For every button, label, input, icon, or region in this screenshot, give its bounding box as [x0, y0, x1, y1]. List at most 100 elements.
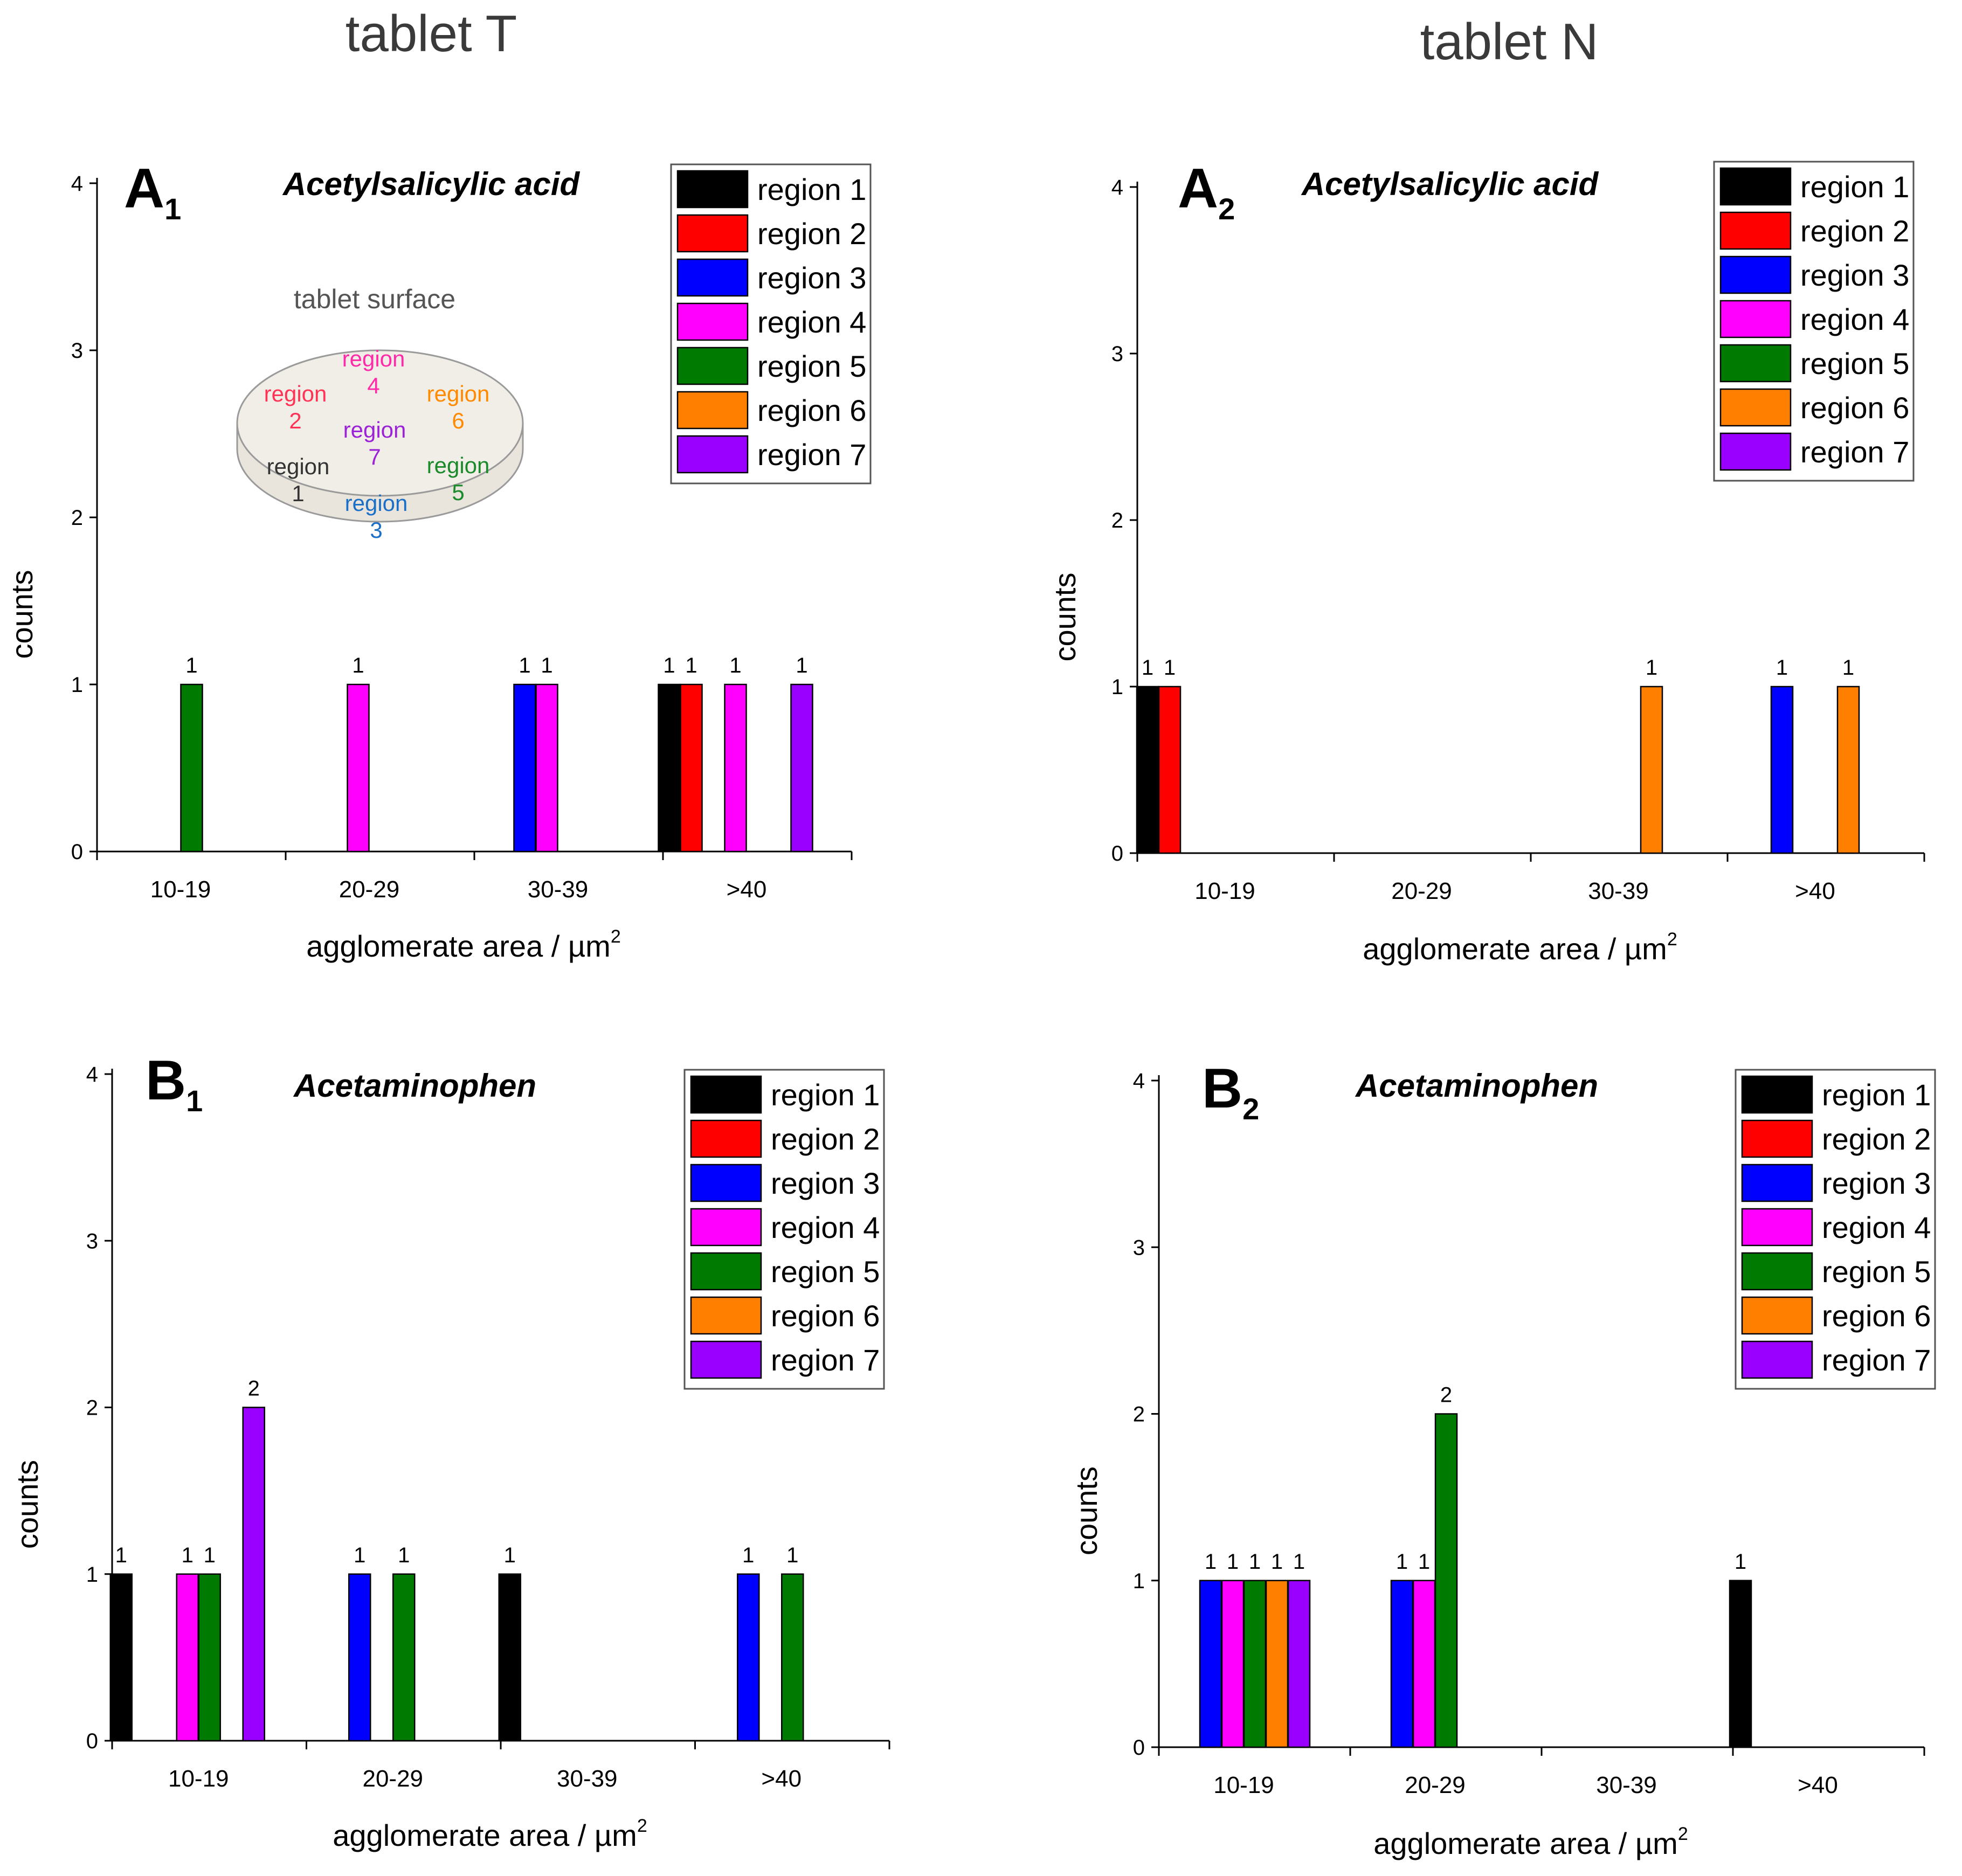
inset-region-word: region	[427, 453, 490, 478]
bar-region-3-10-19	[1199, 1580, 1222, 1748]
legend-swatch-region-5	[690, 1252, 762, 1291]
bar-region-4-20-29	[1412, 1580, 1436, 1748]
x-tick-label: 20-29	[362, 1766, 423, 1792]
bar-region-7-gt40	[790, 683, 813, 853]
bar-region-5-gt40	[781, 1573, 804, 1742]
legend-label: region 3	[757, 261, 866, 295]
legend-swatch-region-5	[1741, 1252, 1813, 1291]
legend-swatch-region-2	[690, 1119, 762, 1158]
bar-region-4-gt40	[724, 683, 747, 853]
bar-region-7-10-19	[1287, 1580, 1311, 1748]
x-axis-title: agglomerate area / µm2	[1373, 1824, 1688, 1860]
panel-label: A2	[1178, 157, 1235, 226]
bar-data-label: 1	[354, 1543, 365, 1567]
legend-label: region 5	[771, 1255, 880, 1289]
x-axis-title-text: agglomerate area / µm	[333, 1818, 637, 1852]
x-tick-label: 30-39	[1588, 878, 1649, 904]
inset-region-number: 6	[452, 408, 464, 433]
inset-region-number: 1	[292, 481, 304, 506]
y-tick-label: 1	[1133, 1569, 1145, 1593]
bar-data-label: 1	[1293, 1550, 1305, 1574]
legend-label: region 5	[757, 349, 866, 383]
panel-label: B2	[1202, 1057, 1259, 1126]
legend-label: region 5	[1800, 347, 1909, 380]
y-tick-label: 1	[86, 1563, 98, 1587]
bar-data-label: 1	[1418, 1550, 1430, 1574]
tablet-top	[236, 349, 524, 497]
legend-label: region 4	[757, 305, 866, 339]
legend-swatch-region-2	[1719, 211, 1792, 250]
x-axis-title-superscript: 2	[611, 926, 621, 947]
bar-region-3-20-29	[348, 1573, 371, 1742]
legend-swatch-region-2	[1741, 1119, 1813, 1158]
legend-swatch-region-3	[676, 258, 749, 297]
panel-label: B1	[146, 1049, 203, 1118]
legend-label: region 4	[1800, 302, 1909, 336]
legend-label: region 1	[1800, 170, 1909, 204]
y-tick-label: 2	[1111, 509, 1123, 532]
inset-region-number: 4	[367, 373, 379, 398]
bar-region-1-gt40	[1729, 1580, 1752, 1748]
legend-label: region 1	[771, 1078, 880, 1112]
legend-swatch-region-5	[676, 347, 749, 385]
bar-data-label: 1	[729, 654, 741, 677]
panel-letter: B	[1202, 1057, 1242, 1120]
bar-data-label: 1	[1396, 1550, 1408, 1574]
y-tick-label: 3	[1133, 1236, 1145, 1259]
panel-letter: B	[146, 1049, 186, 1112]
legend-label: region 3	[1800, 258, 1909, 292]
legend-label: region 2	[771, 1122, 880, 1156]
y-axis-title: counts	[10, 1460, 44, 1549]
legend-swatch-region-5	[1719, 344, 1792, 383]
y-tick-label: 0	[1133, 1736, 1145, 1760]
legend-label: region 4	[771, 1210, 880, 1244]
bar-region-7-10-19	[242, 1407, 265, 1742]
y-tick-label: 3	[86, 1229, 98, 1253]
bar-region-6-10-19	[1265, 1580, 1289, 1748]
legend: region 1 region 2 region 3 region 4 region 5…	[1735, 1069, 1936, 1390]
x-axis-title-text: agglomerate area / µm	[306, 929, 611, 963]
x-tick-label: 20-29	[1405, 1772, 1466, 1798]
legend-label: region 2	[1822, 1122, 1931, 1156]
bar-data-label: 1	[1646, 656, 1657, 680]
x-axis-title-text: agglomerate area / µm	[1363, 932, 1667, 966]
y-tick-label: 4	[86, 1063, 98, 1086]
bar-region-6-gt40	[1836, 686, 1860, 854]
x-axis-title-superscript: 2	[1678, 1824, 1688, 1844]
legend-swatch-region-4	[1741, 1208, 1813, 1247]
legend-swatch-region-3	[690, 1164, 762, 1202]
y-tick-label: 1	[1111, 675, 1123, 699]
bar-region-4-10-19	[176, 1573, 199, 1742]
x-tick-label: 20-29	[339, 876, 400, 903]
inset-region-word: region	[343, 417, 406, 442]
y-tick-label: 2	[86, 1396, 98, 1420]
bar-data-label: 1	[204, 1543, 216, 1567]
bar-region-1-10-19	[109, 1573, 133, 1742]
legend-swatch-region-4	[690, 1208, 762, 1247]
bar-region-2-10-19	[1158, 686, 1182, 854]
x-tick-label: >40	[1798, 1772, 1838, 1798]
x-tick-label: >40	[1795, 878, 1835, 904]
legend: region 1 region 2 region 3 region 4 region 5…	[1713, 161, 1915, 482]
legend-swatch-region-7	[1741, 1340, 1813, 1379]
bar-data-label: 1	[1205, 1550, 1217, 1574]
legend-swatch-region-7	[1719, 432, 1792, 471]
legend: region 1 region 2 region 3 region 4 region 5…	[683, 1069, 885, 1390]
chart-title: Acetaminophen	[1355, 1068, 1598, 1104]
legend-swatch-region-3	[1719, 255, 1792, 294]
y-axis-title: counts	[1069, 1466, 1103, 1555]
legend-swatch-region-3	[1741, 1164, 1813, 1202]
legend-swatch-region-1	[1741, 1075, 1813, 1114]
y-tick-label: 4	[1111, 176, 1123, 199]
legend-swatch-region-6	[1741, 1296, 1813, 1335]
bar-region-4-10-19	[1221, 1580, 1245, 1748]
legend-label: region 7	[1822, 1343, 1931, 1377]
inset-region-word: region	[264, 381, 327, 406]
bar-data-label: 1	[504, 1543, 516, 1567]
legend-swatch-region-4	[1719, 300, 1792, 338]
bar-data-label: 1	[1142, 656, 1153, 680]
legend-swatch-region-1	[1719, 167, 1792, 206]
panel-letter: A	[1178, 157, 1218, 220]
bar-region-1-10-19	[1136, 686, 1159, 854]
